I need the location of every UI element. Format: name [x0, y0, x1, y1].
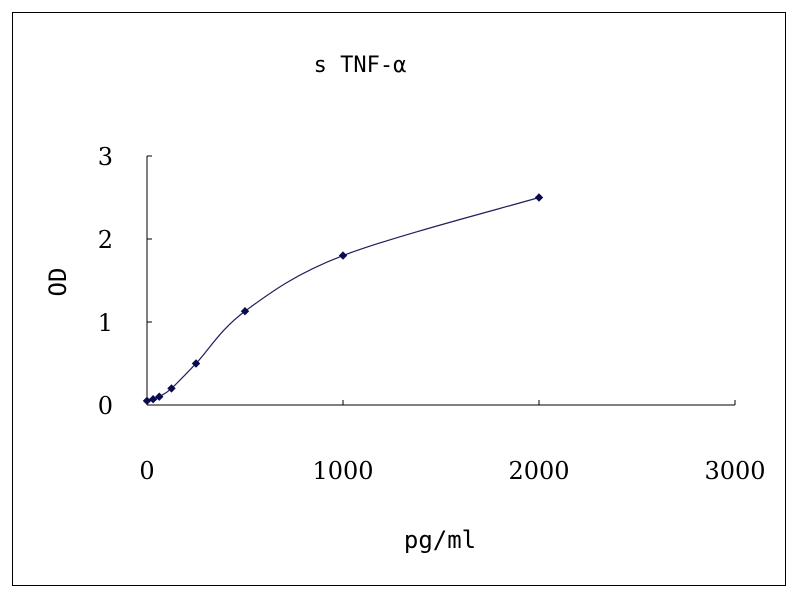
axes	[146, 155, 736, 406]
series-layer	[142, 193, 544, 406]
data-point	[338, 251, 348, 260]
x-axis-label: pg/ml	[404, 526, 476, 554]
tick-labels: 0 1000 2000 3000 0 1 2 3	[98, 143, 766, 485]
y-tick-label: 1	[98, 309, 113, 337]
y-tick-label: 2	[98, 226, 113, 254]
chart-frame	[12, 12, 786, 586]
data-point	[142, 396, 152, 406]
x-tick-label: 3000	[704, 457, 765, 485]
chart-title: s TNF-α	[314, 53, 407, 78]
y-tick-label: 0	[98, 392, 113, 420]
data-point	[167, 384, 176, 393]
data-point	[534, 193, 544, 202]
data-point	[191, 359, 201, 368]
series-line	[146, 196, 540, 402]
x-tick-label: 2000	[508, 457, 569, 485]
x-tick-label: 1000	[312, 457, 373, 485]
data-point	[240, 307, 250, 316]
x-tick-label: 0	[139, 457, 154, 485]
data-point	[155, 392, 164, 401]
data-point	[148, 394, 158, 404]
y-tick-label: 3	[98, 143, 113, 171]
y-axis-label: OD	[44, 268, 72, 297]
